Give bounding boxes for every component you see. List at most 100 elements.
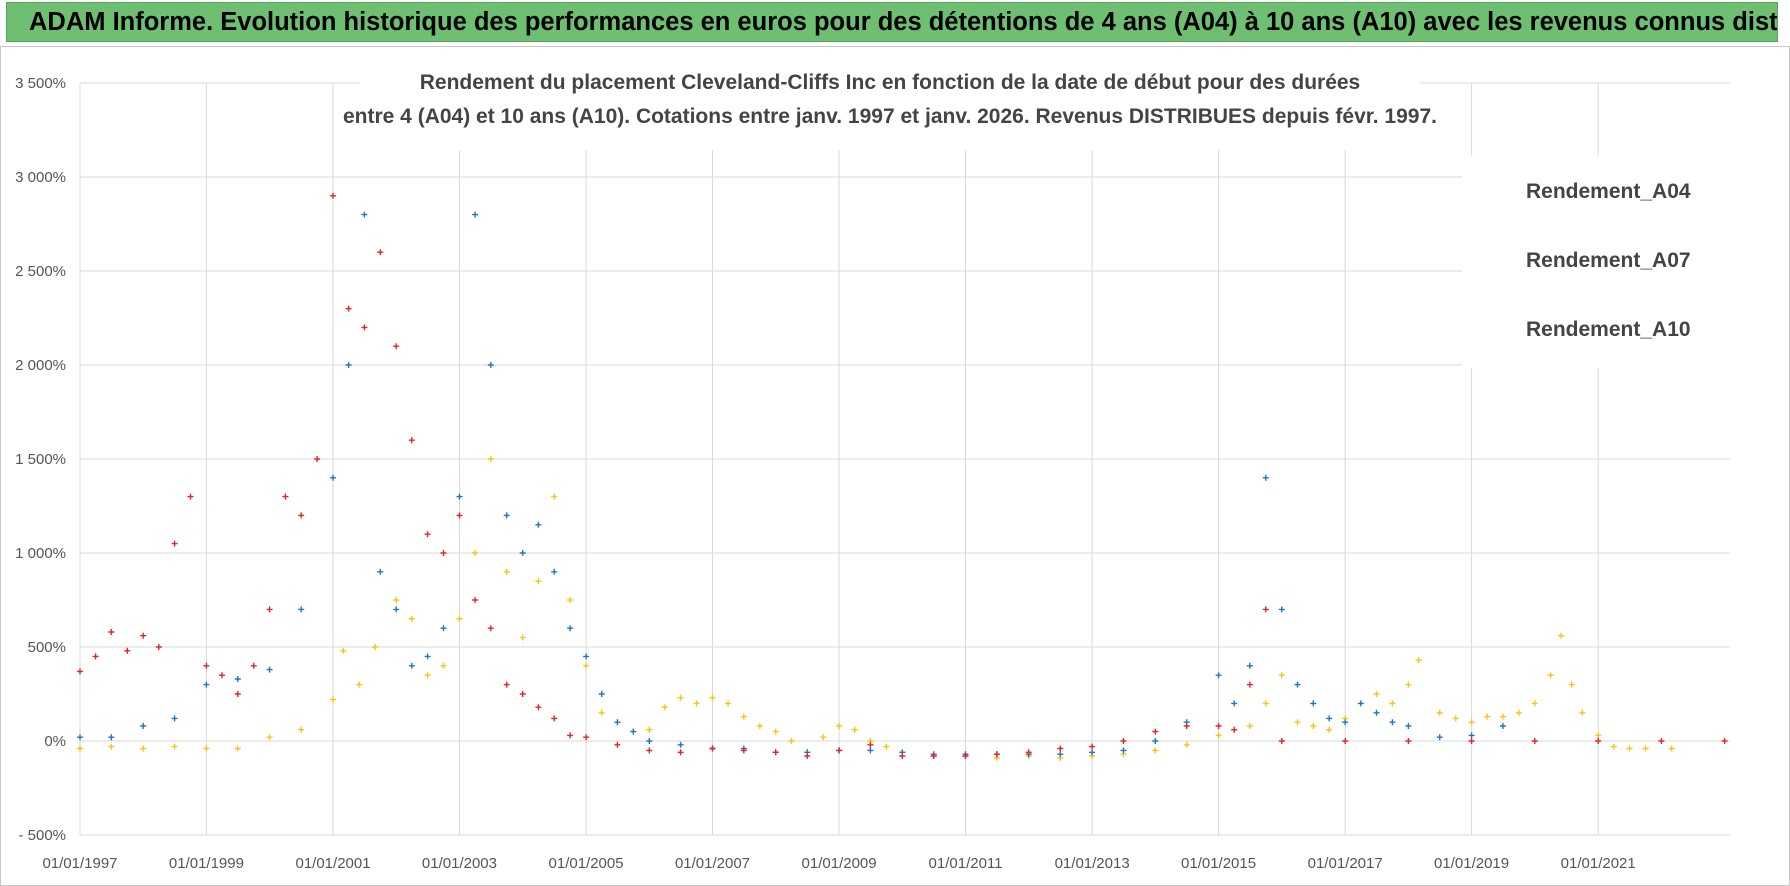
data-point-rendement-a04 [77,745,83,752]
data-point-rendement-a10 [519,691,526,697]
data-point-rendement-a04 [203,745,210,752]
data-point-rendement-a10 [424,531,431,538]
data-point-rendement-a10 [92,653,99,660]
data-point-rendement-a04 [1610,743,1617,750]
data-point-rendement-a10 [298,512,305,519]
data-point-rendement-a04 [788,738,795,744]
data-point-rendement-a07 [1246,662,1253,669]
data-point-rendement-a10 [1183,723,1190,729]
data-point-rendement-a04 [567,597,574,603]
data-point-rendement-a10 [330,192,336,199]
x-tick-label: 01/01/2007 [675,855,750,872]
data-point-rendement-a04 [440,662,447,669]
data-point-rendement-a10 [646,747,653,754]
data-point-rendement-a10 [740,747,747,754]
data-point-rendement-a04 [535,578,542,585]
data-point-rendement-a04 [1595,732,1602,739]
data-point-rendement-a04 [772,728,779,735]
data-point-rendement-a10 [1468,738,1475,744]
data-point-rendement-a04 [1515,709,1522,716]
data-point-rendement-a10 [614,741,621,748]
data-point-rendement-a10 [836,747,843,754]
data-point-rendement-a07 [1357,700,1364,707]
data-point-rendement-a10 [250,662,257,669]
data-point-rendement-a10 [1262,606,1269,613]
x-tick-label: 01/01/2015 [1181,855,1256,872]
report-banner: ADAM Informe. Evolution historique des p… [6,2,1778,42]
data-point-rendement-a10 [155,644,162,650]
data-point-rendement-a10 [203,662,210,669]
data-point-rendement-a04 [756,723,763,729]
data-point-rendement-a04 [1579,709,1586,716]
y-tick-label: 2 000% [15,357,66,374]
data-point-rendement-a04 [1568,681,1575,688]
data-point-rendement-a07 [598,691,605,697]
data-point-rendement-a07 [1215,672,1222,679]
data-point-rendement-a07 [583,653,590,660]
x-tick-label: 01/01/1999 [169,855,244,872]
data-point-rendement-a07 [1499,723,1506,729]
chart-subtitle: entre 4 (A04) et 10 ans (A10). Cotations… [343,105,1437,128]
data-point-rendement-a07 [867,747,874,754]
data-point-rendement-a04 [1642,745,1649,752]
data-point-rendement-a07 [108,734,115,741]
data-point-rendement-a04 [725,700,732,707]
x-tick-label: 01/01/2005 [549,855,624,872]
data-point-rendement-a04 [356,681,363,688]
x-tick-label: 01/01/1997 [42,855,117,872]
data-point-rendement-a04 [1152,747,1159,754]
x-tick-label: 01/01/2013 [1055,855,1130,872]
data-point-rendement-a10 [1278,738,1285,744]
data-point-rendement-a04 [1499,713,1506,720]
data-point-rendement-a04 [1373,691,1380,697]
y-tick-label: 1 500% [15,451,66,468]
data-point-rendement-a07 [203,681,210,688]
data-point-rendement-a10 [361,324,368,331]
data-point-rendement-a10 [393,343,400,350]
data-point-rendement-a04 [456,615,463,622]
data-point-rendement-a07 [1278,606,1285,613]
data-point-rendement-a04 [519,634,526,641]
data-point-rendement-a04 [472,550,479,556]
data-point-rendement-a10 [266,606,273,613]
legend-label: Rendement_A10 [1526,318,1691,341]
data-point-rendement-a10 [108,629,115,635]
data-point-rendement-a10 [962,753,969,759]
data-point-rendement-a07 [1373,709,1380,716]
data-point-rendement-a10 [282,493,289,500]
data-point-rendement-a07 [1326,715,1333,722]
data-point-rendement-a07 [345,362,352,368]
data-point-rendement-a07 [330,474,336,481]
data-point-rendement-a04 [140,745,147,752]
chart-title: Rendement du placement Cleveland-Cliffs … [420,71,1361,94]
chart-legend: Rendement_A04 Rendement_A07 Rendement_A10 [1462,156,1730,368]
data-point-rendement-a04 [340,647,347,654]
data-point-rendement-a04 [740,713,747,720]
y-tick-label: 3 500% [15,75,66,92]
data-point-rendement-a07 [408,662,415,669]
data-point-rendement-a07 [424,653,431,660]
data-point-rendement-a10 [1152,728,1159,735]
data-point-rendement-a04 [820,734,827,741]
data-point-rendement-a10 [187,493,194,500]
data-point-rendement-a04 [1558,632,1565,639]
data-point-rendement-a10 [408,437,415,444]
data-point-rendement-a10 [930,753,937,759]
data-point-rendement-a10 [487,625,494,632]
data-point-rendement-a10 [1057,745,1064,752]
data-point-rendement-a04 [646,726,653,733]
data-point-rendement-a07 [1389,719,1396,726]
y-tick-label: 1 000% [15,545,66,562]
data-point-rendement-a04 [393,597,400,603]
data-point-rendement-a04 [1547,672,1554,679]
data-point-rendement-a07 [519,550,526,556]
data-point-rendement-a04 [1626,745,1633,752]
data-point-rendement-a07 [171,715,178,722]
data-point-rendement-a07 [472,211,479,218]
data-point-rendement-a10 [993,751,1000,758]
data-point-rendement-a07 [614,719,621,726]
data-point-rendement-a04 [1310,723,1317,729]
data-point-rendement-a04 [677,694,684,701]
data-point-rendement-a10 [677,749,684,756]
